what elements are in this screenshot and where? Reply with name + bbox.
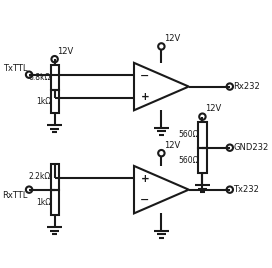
Text: 12V: 12V [205,104,221,113]
Text: Tx232: Tx232 [233,185,259,194]
Text: 12V: 12V [164,34,180,43]
Text: 560Ω: 560Ω [178,156,199,165]
Text: TxTTL: TxTTL [3,64,27,73]
Text: 12V: 12V [57,47,74,55]
Text: GND232: GND232 [233,143,269,152]
Text: 1kΩ: 1kΩ [36,97,51,106]
Text: 12V: 12V [164,140,180,150]
Bar [51,90,59,113]
Bar [51,190,59,215]
Text: 6.8kΩ: 6.8kΩ [29,73,51,82]
Text: 2.2kΩ: 2.2kΩ [29,172,51,181]
Bar [51,164,59,190]
Text: 560Ω: 560Ω [178,131,199,139]
Text: −: − [140,71,150,81]
Text: RxTTL: RxTTL [2,191,27,200]
Text: Rx232: Rx232 [233,82,260,91]
Text: −: − [140,195,150,205]
Bar [198,122,206,148]
Text: 1kΩ: 1kΩ [36,198,51,207]
Bar [51,65,59,90]
Text: +: + [141,92,149,102]
Bar [198,148,206,173]
Text: +: + [141,174,149,184]
